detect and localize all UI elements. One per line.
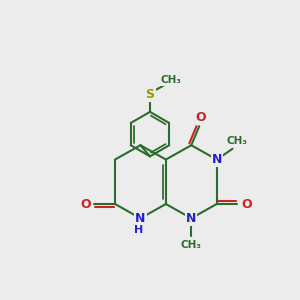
Text: S: S	[146, 88, 154, 101]
Text: CH₃: CH₃	[160, 75, 181, 85]
Text: N: N	[212, 153, 222, 166]
Text: O: O	[241, 197, 252, 211]
Text: H: H	[134, 225, 143, 236]
Text: N: N	[186, 212, 196, 225]
Text: CH₃: CH₃	[227, 136, 248, 146]
Text: CH₃: CH₃	[181, 240, 202, 250]
Text: O: O	[196, 111, 206, 124]
Text: N: N	[135, 212, 146, 225]
Text: O: O	[80, 197, 91, 211]
